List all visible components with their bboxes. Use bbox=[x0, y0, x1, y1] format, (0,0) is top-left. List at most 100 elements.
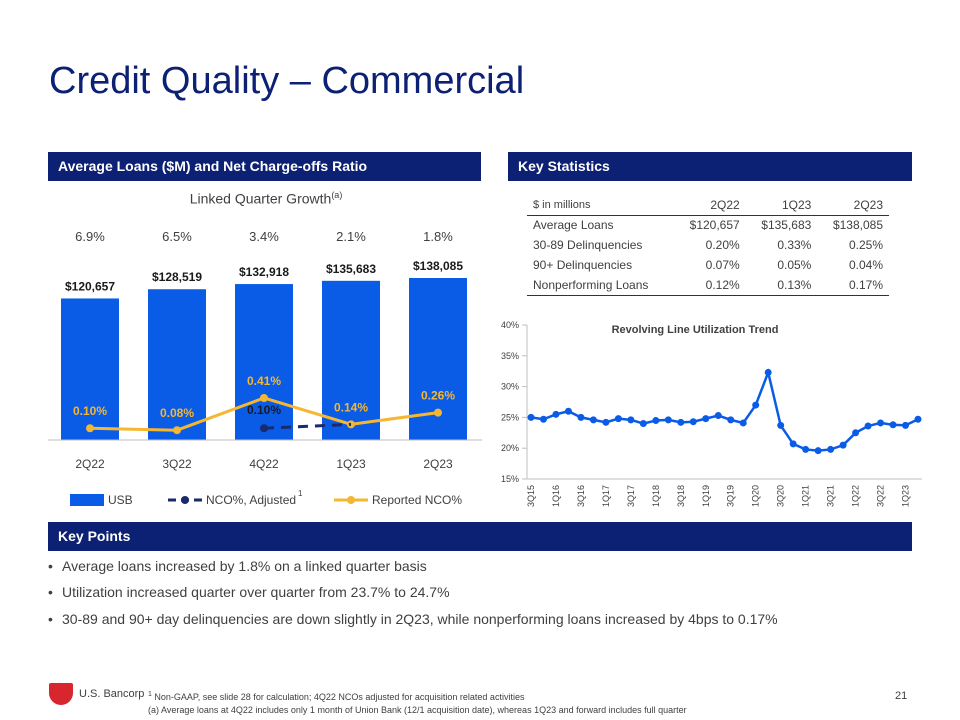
key-statistics-header: Key Statistics bbox=[508, 152, 912, 181]
utilization-point bbox=[727, 416, 735, 424]
shield-logo-icon bbox=[49, 683, 73, 705]
legend-footnote-mark: 1 bbox=[298, 489, 303, 498]
utilization-point bbox=[764, 368, 772, 376]
table-cell: 90+ Delinquencies bbox=[533, 258, 633, 272]
table-column-header: $ in millions bbox=[527, 195, 675, 216]
reported-nco-label: 0.10% bbox=[73, 404, 107, 418]
loan-bar bbox=[322, 280, 380, 440]
utilization-point bbox=[639, 420, 647, 428]
utilization-line bbox=[530, 368, 919, 452]
utilization-point bbox=[802, 445, 810, 453]
x-tick-label: 3Q22 bbox=[876, 485, 886, 507]
table-cell: 0.13% bbox=[745, 275, 818, 296]
footnotes: 1 Non-GAAP, see slide 28 for calculation… bbox=[148, 688, 687, 717]
page-number: 21 bbox=[895, 690, 908, 702]
table-cell: 0.25% bbox=[848, 238, 883, 252]
utilization-point bbox=[552, 410, 560, 418]
utilization-point bbox=[527, 413, 535, 421]
growth-value: 6.9% bbox=[75, 229, 105, 244]
utilization-point bbox=[564, 407, 572, 415]
x-tick-label: 1Q17 bbox=[601, 485, 611, 507]
legend-label-reported: Reported NCO% bbox=[372, 493, 462, 507]
table-cell: 0.33% bbox=[777, 238, 812, 252]
table-cell: 0.05% bbox=[777, 258, 812, 272]
reported-nco-point bbox=[347, 420, 355, 429]
x-tick-label: 3Q21 bbox=[826, 485, 836, 507]
growth-value: 1.8% bbox=[423, 229, 453, 244]
table-row: 90+ Delinquencies 0.07% 0.05% 0.04% bbox=[527, 255, 889, 275]
table-row: Nonperforming Loans 0.12% 0.13% 0.17% bbox=[527, 275, 889, 296]
table-cell: $120,657 bbox=[689, 218, 740, 233]
x-tick-label: 1Q20 bbox=[751, 485, 761, 507]
utilization-point bbox=[827, 445, 835, 453]
reported-nco-point bbox=[260, 394, 268, 402]
key-point-1: Average loans increased by 1.8% on a lin… bbox=[48, 558, 427, 574]
growth-value: 2.1% bbox=[336, 229, 366, 244]
y-tick-label: 25% bbox=[501, 412, 519, 422]
loan-bar-label: $120,657 bbox=[65, 279, 115, 293]
utilization-point bbox=[577, 413, 585, 421]
x-tick-label: 1Q22 bbox=[851, 485, 861, 507]
reported-nco-point bbox=[434, 408, 442, 417]
key-point-2: Utilization increased quarter over quart… bbox=[48, 584, 450, 600]
loan-bar-label: $135,683 bbox=[326, 262, 376, 276]
table-cell: $138,085 bbox=[832, 218, 883, 233]
logo-text: U.S. Bancorp bbox=[79, 688, 145, 700]
utilization-point bbox=[752, 401, 760, 409]
utilization-point bbox=[614, 415, 622, 423]
x-tick-label: 3Q20 bbox=[776, 485, 786, 507]
footnote-1: 1 Non-GAAP, see slide 28 for calculation… bbox=[148, 691, 525, 702]
loan-bar-label: $132,918 bbox=[239, 265, 289, 279]
utilization-point bbox=[664, 416, 672, 424]
legend-label-usb: USB bbox=[108, 493, 133, 507]
loan-bar-label: $128,519 bbox=[152, 270, 202, 284]
adjusted-nco-point bbox=[260, 424, 268, 433]
utilization-point bbox=[602, 418, 610, 426]
utilization-point bbox=[864, 422, 872, 430]
growth-title: Linked Quarter Growth(a) bbox=[189, 190, 343, 207]
utilization-point bbox=[652, 416, 660, 424]
loan-bar bbox=[61, 298, 119, 440]
table-column-header: 2Q23 bbox=[817, 195, 889, 216]
x-tick-label: 2Q23 bbox=[423, 457, 453, 471]
utilization-point bbox=[814, 447, 822, 455]
utilization-point bbox=[689, 418, 697, 426]
x-tick-label: 1Q19 bbox=[701, 485, 711, 507]
utilization-point bbox=[902, 421, 910, 429]
table-row: 30-89 Delinquencies 0.20% 0.33% 0.25% bbox=[527, 235, 889, 255]
reported-nco-line bbox=[89, 396, 439, 432]
reported-nco-point bbox=[86, 424, 94, 433]
reported-nco-label: 0.41% bbox=[247, 374, 281, 388]
y-tick-label: 15% bbox=[501, 474, 519, 484]
table-cell: 0.04% bbox=[848, 258, 883, 272]
x-tick-label: 1Q18 bbox=[651, 485, 661, 507]
reported-nco-label: 0.08% bbox=[160, 406, 194, 420]
loan-bar bbox=[148, 289, 206, 440]
key-statistics-table: $ in millions 2Q22 1Q23 2Q23 Average Loans $… bbox=[527, 195, 889, 296]
table-cell: 0.12% bbox=[674, 275, 746, 296]
table-header-row: $ in millions 2Q22 1Q23 2Q23 bbox=[527, 195, 889, 216]
table-cell: Nonperforming Loans bbox=[527, 275, 675, 296]
table-cell: 0.07% bbox=[705, 258, 740, 272]
loans-chart-header: Average Loans ($M) and Net Charge-offs R… bbox=[48, 152, 481, 181]
table-cell: 0.20% bbox=[705, 238, 740, 252]
growth-value: 6.5% bbox=[162, 229, 192, 244]
utilization-point bbox=[839, 441, 847, 449]
adjusted-nco-line bbox=[263, 422, 352, 430]
loan-bar-label: $138,085 bbox=[413, 259, 463, 273]
utilization-point bbox=[914, 415, 922, 423]
utilization-point bbox=[677, 418, 685, 426]
x-tick-label: 4Q22 bbox=[249, 457, 279, 471]
utilization-point bbox=[627, 416, 635, 424]
utilization-point bbox=[589, 416, 597, 424]
key-points-header: Key Points bbox=[48, 522, 912, 551]
legend-label-adjusted: NCO%, Adjusted bbox=[206, 493, 296, 507]
utilization-point bbox=[777, 421, 785, 429]
x-tick-label: 2Q22 bbox=[75, 457, 105, 471]
table-cell: Average Loans bbox=[533, 218, 614, 233]
y-tick-label: 30% bbox=[501, 382, 519, 392]
utilization-point bbox=[852, 429, 860, 437]
x-tick-label: 3Q19 bbox=[726, 485, 736, 507]
x-tick-label: 3Q17 bbox=[626, 485, 636, 507]
x-tick-label: 3Q15 bbox=[526, 485, 536, 507]
